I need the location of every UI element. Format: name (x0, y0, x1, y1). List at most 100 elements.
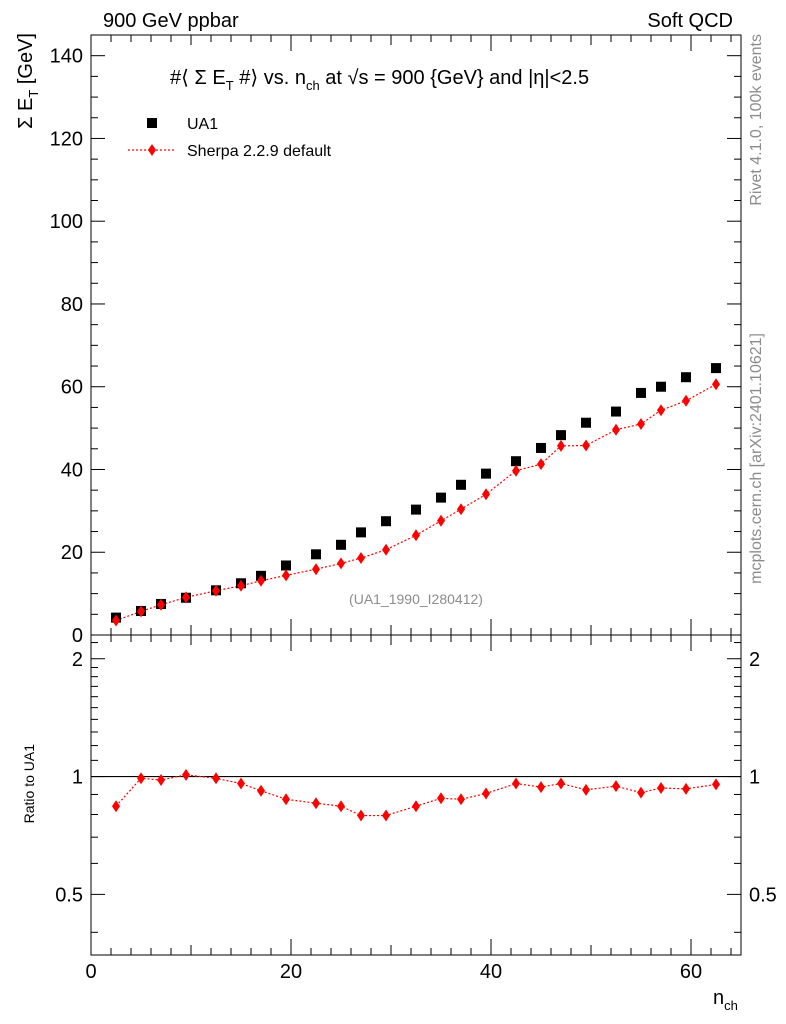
main-y-tick-label: 60 (61, 377, 83, 399)
ratio-x-axis: 0 20 40 60 (85, 635, 732, 983)
ratio-data-point (157, 773, 165, 786)
main-y-tick-label: 0 (72, 625, 83, 647)
ratio-y-label: Ratio to UA1 (21, 744, 37, 824)
rivet-label: Rivet 4.1.0, 100k events (748, 34, 765, 206)
ua1-data-point (411, 504, 421, 515)
ua1-data-point (711, 363, 721, 374)
x-tick-label: 0 (85, 961, 96, 983)
title-part-1: #⟨ Σ E (170, 67, 226, 89)
legend: UA1 Sherpa 2.2.9 default (128, 116, 332, 160)
ua1-data-point (611, 406, 621, 417)
title-sub-2: ch (306, 78, 320, 93)
ratio-data-point (437, 792, 445, 805)
ratio-data-point (257, 784, 265, 797)
sherpa-data-point (212, 584, 220, 597)
ua1-data-point (536, 442, 546, 453)
ratio-y-axis: 0.5 0.5 1 1 2 2 (55, 642, 777, 933)
ratio-data-point (182, 768, 190, 781)
ratio-data-point (312, 797, 320, 810)
sherpa-line (115, 383, 717, 622)
y-label-unit: [GeV] (15, 33, 37, 90)
main-y-tick-label: 120 (50, 128, 83, 150)
ratio-data-point (237, 777, 245, 790)
ratio-panel: 0.5 0.5 1 1 2 2 0 20 40 60 Ratio to UA1 nch (21, 634, 777, 1013)
sherpa-data-point (137, 605, 145, 618)
legend-label-ua1: UA1 (187, 116, 218, 133)
ratio-data-point (382, 809, 390, 822)
sherpa-data-point (512, 464, 520, 477)
title-part-3: at √s = 900 {GeV} and |η|<2.5 (320, 67, 589, 89)
ua1-data-point (281, 560, 291, 571)
main-data-points (111, 363, 721, 627)
ratio-data-point (357, 809, 365, 822)
ratio-data-point (282, 793, 290, 806)
ratio-frame (90, 634, 742, 956)
main-y-label: Σ ET [GeV] (15, 33, 41, 129)
ratio-data-point (657, 781, 665, 794)
ua1-data-point (581, 417, 591, 428)
ua1-data-point (336, 539, 346, 550)
ratio-y-tick-label: 1 (72, 767, 83, 789)
ratio-data-point (412, 800, 420, 813)
sherpa-data-point (682, 394, 690, 407)
chart-title: #⟨ Σ ET #⟩ vs. nch at √s = 900 {GeV} and… (170, 67, 589, 93)
sherpa-data-point (257, 574, 265, 587)
sherpa-data-point (657, 404, 665, 417)
sherpa-data-point (457, 503, 465, 516)
x-tick-label: 20 (280, 961, 302, 983)
ua1-data-point (556, 430, 566, 441)
ratio-data-point (457, 793, 465, 806)
ratio-data-point (637, 786, 645, 799)
ratio-data-point (582, 783, 590, 796)
ua1-data-point (511, 456, 521, 467)
ratio-data-point (557, 777, 565, 790)
x-axis-label: nch (713, 987, 738, 1013)
ratio-data-point (512, 777, 520, 790)
x-label-main: n (713, 987, 724, 1009)
ratio-y-tick-label: 0.5 (55, 884, 83, 906)
ratio-data-point (682, 782, 690, 795)
ua1-data-point (436, 492, 446, 503)
legend-marker-ua1 (147, 118, 157, 128)
main-y-tick-label: 40 (61, 459, 83, 481)
ua1-data-point (456, 479, 466, 490)
main-x-axis (90, 35, 732, 635)
y-label-sub: T (26, 90, 41, 98)
ratio-data-point (612, 780, 620, 793)
ua1-data-point (681, 372, 691, 383)
main-y-tick-label: 100 (50, 211, 83, 233)
y-label-main: Σ E (15, 98, 37, 129)
sherpa-data-point (282, 569, 290, 582)
sherpa-data-point (337, 557, 345, 570)
x-tick-label: 40 (480, 961, 502, 983)
ratio-data-point (712, 778, 720, 791)
title-part-2: #⟩ vs. n (234, 67, 306, 89)
legend-marker-sherpa (148, 144, 156, 156)
legend-label-sherpa: Sherpa 2.2.9 default (187, 143, 332, 160)
sherpa-data-point (557, 439, 565, 452)
sherpa-data-point (112, 614, 120, 627)
ua1-data-point (481, 468, 491, 479)
ua1-data-point (636, 387, 646, 398)
ua1-data-point (381, 516, 391, 527)
main-y-axis: 0 20 40 60 80 100 120 140 (50, 34, 741, 647)
ratio-y-tick-label-right: 2 (749, 649, 760, 671)
sherpa-data-point (437, 514, 445, 527)
sherpa-data-point (712, 378, 720, 391)
ratio-data-point (537, 781, 545, 794)
sherpa-data-point (612, 423, 620, 436)
mcplots-label: mcplots.cern.ch [arXiv:2401.10621] (748, 333, 765, 584)
sherpa-data-point (182, 591, 190, 604)
sherpa-data-point (357, 552, 365, 565)
x-label-sub: ch (724, 998, 738, 1013)
ratio-y-tick-label: 2 (72, 649, 83, 671)
sherpa-data-point (537, 458, 545, 471)
ratio-data-point (482, 787, 490, 800)
analysis-watermark: (UA1_1990_I280412) (349, 591, 483, 607)
ratio-data-point (212, 772, 220, 785)
ratio-data-points (112, 768, 720, 822)
main-y-tick-label: 20 (61, 542, 83, 564)
sherpa-data-point (382, 543, 390, 556)
x-tick-label: 60 (680, 961, 702, 983)
